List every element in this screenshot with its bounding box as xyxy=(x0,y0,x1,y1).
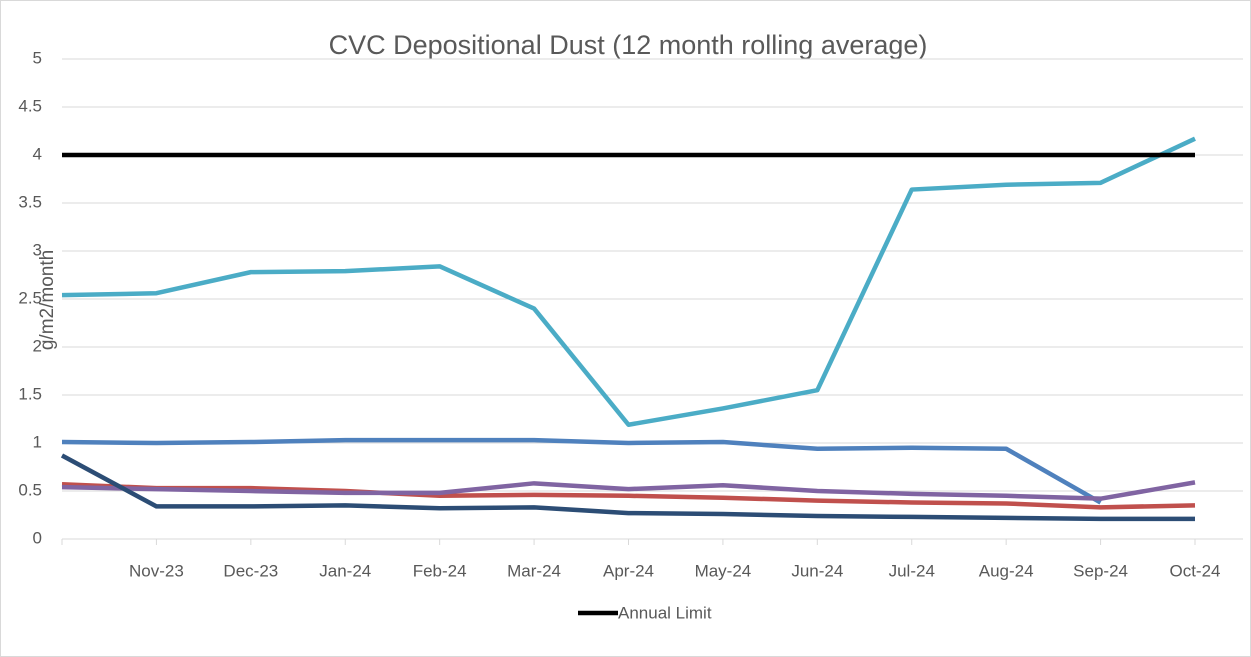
x-tick-label: Mar-24 xyxy=(507,561,561,580)
y-tick-label: 4.5 xyxy=(18,96,42,115)
x-tick-label: Jun-24 xyxy=(791,561,843,580)
legend-label: Annual Limit xyxy=(618,603,712,622)
chart-title: CVC Depositional Dust (12 month rolling … xyxy=(329,30,928,60)
x-tick-label: Aug-24 xyxy=(979,561,1034,580)
y-tick-label: 0 xyxy=(33,528,42,547)
x-tick-label: Sep-24 xyxy=(1073,561,1128,580)
y-tick-label: 0.5 xyxy=(18,480,42,499)
y-tick-label: 1.5 xyxy=(18,384,42,403)
x-tick-label: Nov-23 xyxy=(129,561,184,580)
x-tick-label: Feb-24 xyxy=(413,561,467,580)
series-line xyxy=(61,482,1196,510)
x-tick-label: Oct-24 xyxy=(1169,561,1220,580)
x-tick-label: Jul-24 xyxy=(889,561,935,580)
x-tick-label: May-24 xyxy=(695,561,752,580)
y-tick-label: 2 xyxy=(33,336,42,355)
y-tick-label: 5 xyxy=(33,48,42,67)
y-tick-label: 2.5 xyxy=(18,288,42,307)
x-tick-label: Apr-24 xyxy=(603,561,654,580)
x-tick-label: Jan-24 xyxy=(319,561,371,580)
series-line xyxy=(61,480,1196,501)
x-tick-label: Dec-23 xyxy=(223,561,278,580)
y-tick-label: 1 xyxy=(33,432,42,451)
series-line xyxy=(61,437,1102,505)
y-axis-label: g/m2/month xyxy=(37,250,58,350)
y-tick-label: 3.5 xyxy=(18,192,42,211)
series-line xyxy=(60,453,1195,522)
series-line xyxy=(61,136,1196,428)
y-tick-label: 4 xyxy=(33,144,42,163)
y-tick-label: 3 xyxy=(33,240,42,259)
